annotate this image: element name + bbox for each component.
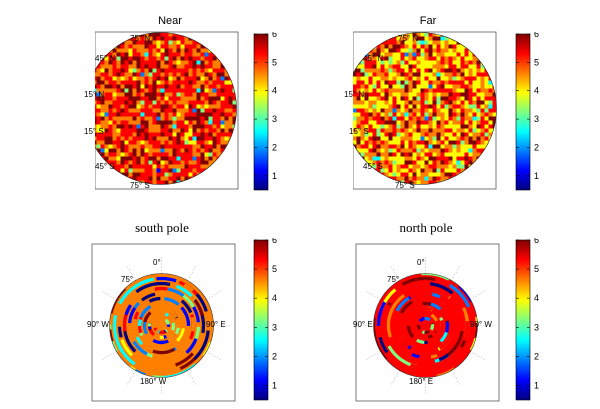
lon-label-right: 90° W	[470, 320, 492, 329]
map-panel-near: Near 75° N 45° N 15° N 15° S 45° S 75° S	[84, 14, 245, 190]
lat-label: 15° S	[349, 127, 369, 136]
colorbar-tick-label: 2	[272, 351, 277, 361]
lat-label: 45° S	[95, 162, 115, 171]
map-title: Far	[419, 15, 437, 27]
colorbar-tick-label: 3	[272, 322, 277, 332]
map-panel-north-pole: north pole 0° 75° 90° E 90° W 180° E	[351, 220, 501, 404]
colorbar-tick-label: 2	[534, 142, 539, 152]
colorbar-tick-label: 2	[534, 351, 539, 361]
lat-label: 75° S	[395, 181, 415, 190]
colorbar-tick-label: 5	[534, 57, 539, 67]
lat-label: 15° S	[84, 127, 104, 136]
colorbar-tick-label: 1	[272, 380, 277, 390]
map-title: south pole	[135, 220, 189, 235]
lat-label: 45° N	[363, 54, 384, 63]
colorbar-tick-label: 2	[272, 142, 277, 152]
colorbar: 1 2 3 4 5 6	[515, 32, 545, 192]
lat-label: 15° N	[84, 90, 105, 99]
lat-label: 75°	[121, 275, 134, 284]
colorbar-tick-label: 5	[534, 264, 539, 274]
lon-label-left: 90° W	[87, 320, 109, 329]
colorbar: 1 2 3 4 5 6	[253, 32, 283, 192]
globe-map	[95, 31, 239, 190]
colorbar-tick-label: 5	[272, 264, 277, 274]
colorbar-tick-label: 3	[272, 114, 277, 124]
lon-label-bottom: 180° W	[140, 377, 167, 386]
colorbar: 1 2 3 4 5 6	[515, 238, 545, 402]
lat-label: 75°	[387, 275, 400, 284]
colorbar-gradient: 1 2 3 4 5 6	[253, 32, 277, 191]
lat-label: 45° N	[95, 54, 116, 63]
lon-label-bottom: 180° E	[409, 377, 434, 386]
lat-label: 75° N	[398, 34, 419, 43]
colorbar-tick-label: 4	[272, 293, 277, 303]
colorbar: 1 2 3 4 5 6	[253, 238, 283, 402]
lon-label-top: 0°	[417, 258, 425, 267]
globe-map	[353, 31, 497, 190]
colorbar-tick-label: 4	[534, 86, 539, 96]
lat-label: 45° S	[363, 162, 383, 171]
colorbar-tick-label: 6	[534, 238, 539, 245]
lon-label-right: 90° E	[206, 320, 226, 329]
lat-label: 75° S	[130, 181, 150, 190]
map-title: Near	[158, 15, 182, 27]
colorbar-tick-label: 6	[534, 32, 539, 39]
map-panel-far: Far 75° N 45° N 15° N 15° S 45° S 75° S	[344, 14, 503, 190]
lon-label-top: 0°	[153, 258, 161, 267]
lon-label-left: 90° E	[353, 320, 373, 329]
colorbar-tick-label: 4	[272, 86, 277, 96]
lat-label: 15° N	[344, 90, 365, 99]
colorbar-tick-label: 1	[534, 171, 539, 181]
colorbar-tick-label: 3	[534, 322, 539, 332]
colorbar-gradient: 1 2 3 4 5 6	[515, 32, 539, 191]
colorbar-gradient: 1 2 3 4 5 6	[253, 238, 277, 401]
colorbar-gradient: 1 2 3 4 5 6	[515, 238, 539, 401]
map-title: north pole	[399, 220, 453, 235]
colorbar-tick-label: 5	[272, 57, 277, 67]
map-panel-south-pole: south pole 0° 75° 90° W 90° E 180° W	[87, 220, 237, 404]
polar-map	[355, 243, 500, 402]
colorbar-tick-label: 3	[534, 114, 539, 124]
colorbar-tick-label: 6	[272, 238, 277, 245]
colorbar-tick-label: 1	[272, 171, 277, 181]
colorbar-tick-label: 6	[272, 32, 277, 39]
lat-label: 75° N	[130, 34, 151, 43]
polar-map	[91, 243, 236, 402]
colorbar-tick-label: 1	[534, 380, 539, 390]
colorbar-tick-label: 4	[534, 293, 539, 303]
